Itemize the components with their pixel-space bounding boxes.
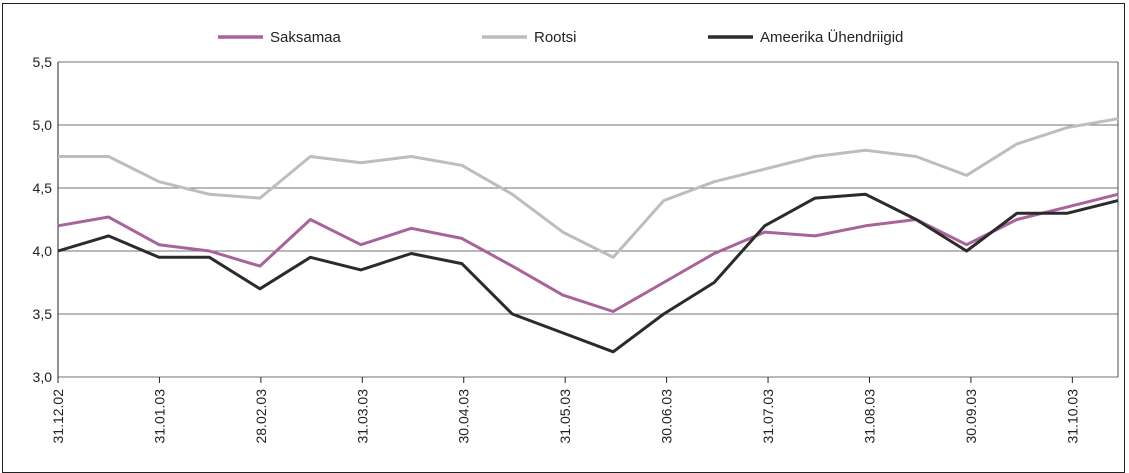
x-tick-label: 31.12.02 bbox=[50, 389, 66, 444]
y-tick-label: 4,5 bbox=[33, 180, 53, 196]
x-tick-label: 31.03.03 bbox=[354, 389, 370, 444]
y-tick-label: 3,0 bbox=[33, 369, 53, 385]
x-tick-label: 28.02.03 bbox=[253, 389, 269, 444]
chart-frame bbox=[2, 3, 1125, 473]
x-tick-label: 31.01.03 bbox=[151, 389, 167, 444]
series-line-0 bbox=[57, 192, 1119, 313]
series-line-1 bbox=[58, 117, 1119, 259]
x-tick-label: 30.06.03 bbox=[659, 389, 675, 444]
legend-label-0: Saksamaa bbox=[270, 29, 342, 46]
y-tick-label: 5,5 bbox=[33, 54, 53, 70]
series-line-2 bbox=[57, 192, 1119, 354]
x-tick-label: 30.04.03 bbox=[456, 389, 472, 444]
legend-label-2: Ameerika Ühendriigid bbox=[760, 28, 903, 46]
y-tick-label: 4,0 bbox=[33, 243, 53, 259]
y-tick-label: 5,0 bbox=[33, 117, 53, 133]
legend-label-1: Rootsi bbox=[534, 29, 577, 46]
x-tick-label: 31.07.03 bbox=[760, 389, 776, 444]
x-tick-label: 31.08.03 bbox=[861, 389, 877, 444]
x-tick-label: 31.05.03 bbox=[557, 389, 573, 444]
y-tick-label: 3,5 bbox=[33, 306, 53, 322]
x-tick-label: 31.10.03 bbox=[1064, 389, 1080, 444]
x-tick-label: 30.09.03 bbox=[963, 389, 979, 444]
